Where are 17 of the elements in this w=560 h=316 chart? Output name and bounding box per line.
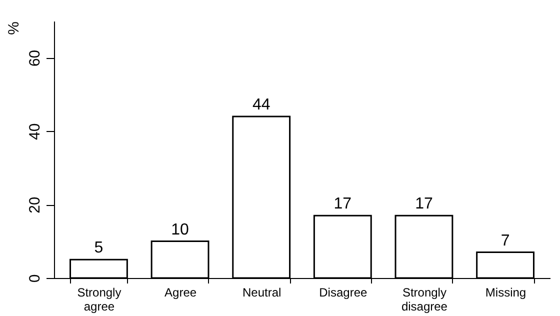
- data-label: 10: [171, 221, 190, 238]
- y-tick-label: 20: [26, 196, 44, 214]
- x-tick-label: Strongly disagree: [401, 286, 448, 314]
- x-tick-label: Disagree: [319, 286, 368, 300]
- x-tick-label: Neutral: [242, 286, 282, 300]
- data-label: 17: [415, 196, 433, 213]
- y-tick-label: 0: [26, 274, 44, 283]
- data-label: 17: [334, 196, 352, 213]
- data-label: 7: [500, 232, 510, 250]
- data-label: 44: [252, 96, 270, 114]
- y-tick-label: 60: [26, 50, 44, 67]
- y-tick-label: 40: [26, 123, 44, 140]
- x-tick-label: Agree: [164, 286, 197, 300]
- y-axis-title: %: [6, 22, 22, 35]
- x-tick-label: Strongly agree: [77, 286, 122, 314]
- data-label: 5: [94, 240, 104, 257]
- x-tick-label: Missing: [485, 286, 526, 300]
